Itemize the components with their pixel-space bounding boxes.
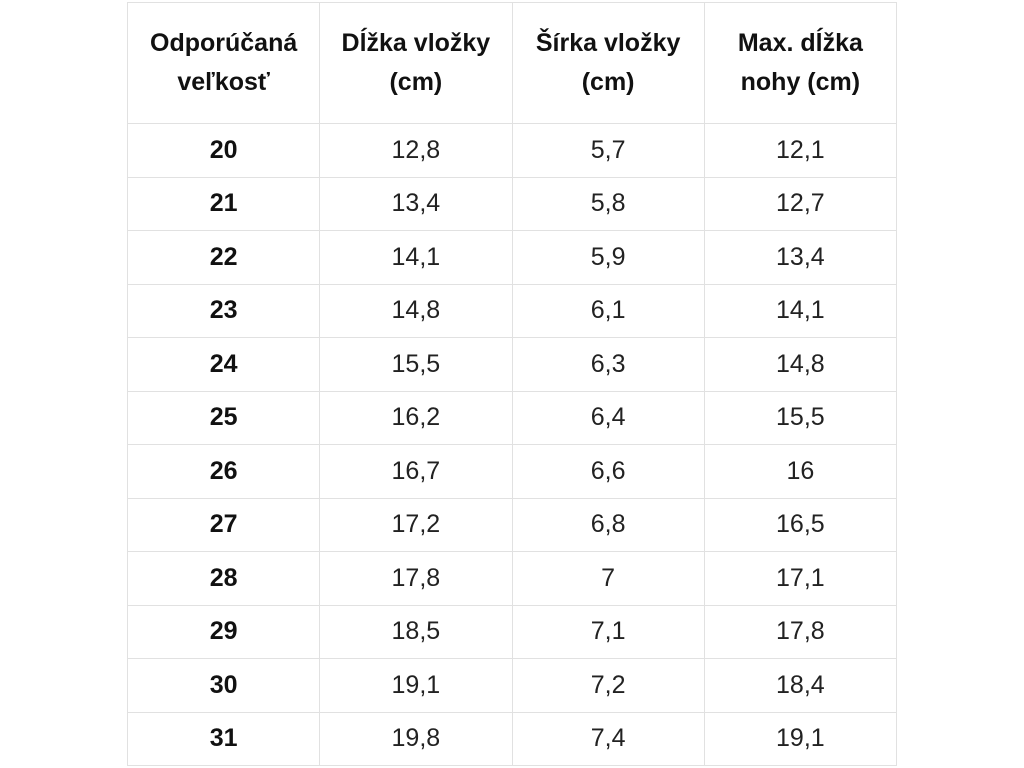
column-header-insole-width: Šírka vložky (cm) <box>511 2 705 124</box>
size-cell: 21 <box>126 176 321 231</box>
value-cell: 16,7 <box>319 444 513 499</box>
value-cell: 6,8 <box>511 497 705 552</box>
value-cell: 14,1 <box>319 230 513 285</box>
value-cell: 18,4 <box>703 658 898 713</box>
table-row: 31 19,8 7,4 19,1 <box>126 711 898 766</box>
value-cell: 5,9 <box>511 230 705 285</box>
table-header: Odporúčaná veľkosť Dĺžka vložky (cm) Šír… <box>126 2 898 124</box>
table-row: 30 19,1 7,2 18,4 <box>126 658 898 713</box>
value-cell: 17,8 <box>319 551 513 606</box>
value-cell: 7,2 <box>511 658 705 713</box>
value-cell: 13,4 <box>703 230 898 285</box>
size-cell: 27 <box>126 497 321 552</box>
size-cell: 30 <box>126 658 321 713</box>
value-cell: 7,1 <box>511 604 705 659</box>
value-cell: 12,1 <box>703 123 898 178</box>
size-cell: 25 <box>126 390 321 445</box>
size-cell: 22 <box>126 230 321 285</box>
value-cell: 5,7 <box>511 123 705 178</box>
table-row: 27 17,2 6,8 16,5 <box>126 497 898 552</box>
value-cell: 6,1 <box>511 283 705 338</box>
table-row: 22 14,1 5,9 13,4 <box>126 230 898 285</box>
value-cell: 7 <box>511 551 705 606</box>
value-cell: 12,7 <box>703 176 898 231</box>
table-row: 26 16,7 6,6 16 <box>126 444 898 499</box>
value-cell: 14,1 <box>703 283 898 338</box>
value-cell: 17,1 <box>703 551 898 606</box>
table-body: 20 12,8 5,7 12,1 21 13,4 5,8 12,7 22 14,1 5,9 13,4 2… <box>126 123 898 766</box>
column-header-insole-length: Dĺžka vložky (cm) <box>319 2 513 124</box>
value-cell: 19,1 <box>319 658 513 713</box>
size-cell: 24 <box>126 337 321 392</box>
value-cell: 6,3 <box>511 337 705 392</box>
value-cell: 16 <box>703 444 898 499</box>
table-row: 21 13,4 5,8 12,7 <box>126 176 898 231</box>
value-cell: 16,2 <box>319 390 513 445</box>
value-cell: 7,4 <box>511 711 705 766</box>
size-chart: Odporúčaná veľkosť Dĺžka vložky (cm) Šír… <box>126 2 898 766</box>
value-cell: 13,4 <box>319 176 513 231</box>
value-cell: 17,2 <box>319 497 513 552</box>
size-cell: 23 <box>126 283 321 338</box>
value-cell: 14,8 <box>319 283 513 338</box>
table-row: 29 18,5 7,1 17,8 <box>126 604 898 659</box>
value-cell: 15,5 <box>319 337 513 392</box>
value-cell: 5,8 <box>511 176 705 231</box>
value-cell: 12,8 <box>319 123 513 178</box>
table-row: 20 12,8 5,7 12,1 <box>126 123 898 178</box>
value-cell: 14,8 <box>703 337 898 392</box>
table-row: 24 15,5 6,3 14,8 <box>126 337 898 392</box>
value-cell: 19,1 <box>703 711 898 766</box>
size-cell: 26 <box>126 444 321 499</box>
size-cell: 28 <box>126 551 321 606</box>
value-cell: 18,5 <box>319 604 513 659</box>
column-header-max-foot-length: Max. dĺžka nohy (cm) <box>703 2 898 124</box>
size-cell: 31 <box>126 711 321 766</box>
header-row: Odporúčaná veľkosť Dĺžka vložky (cm) Šír… <box>126 2 898 124</box>
size-table: Odporúčaná veľkosť Dĺžka vložky (cm) Šír… <box>126 2 898 766</box>
column-header-recommended-size: Odporúčaná veľkosť <box>126 2 321 124</box>
value-cell: 15,5 <box>703 390 898 445</box>
value-cell: 16,5 <box>703 497 898 552</box>
table-row: 28 17,8 7 17,1 <box>126 551 898 606</box>
size-cell: 29 <box>126 604 321 659</box>
table-row: 25 16,2 6,4 15,5 <box>126 390 898 445</box>
size-cell: 20 <box>126 123 321 178</box>
value-cell: 6,4 <box>511 390 705 445</box>
table-row: 23 14,8 6,1 14,1 <box>126 283 898 338</box>
value-cell: 17,8 <box>703 604 898 659</box>
value-cell: 6,6 <box>511 444 705 499</box>
value-cell: 19,8 <box>319 711 513 766</box>
